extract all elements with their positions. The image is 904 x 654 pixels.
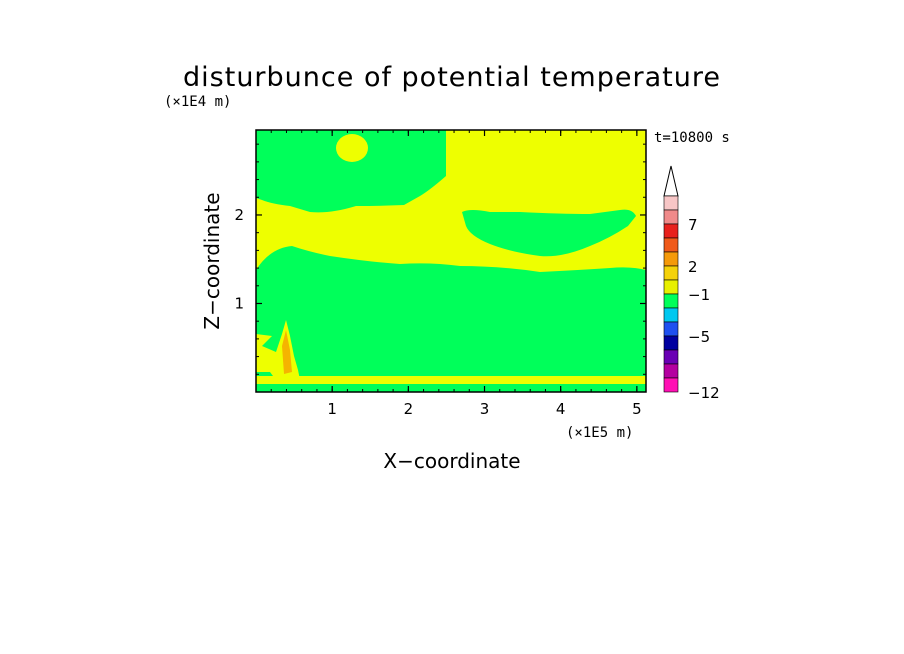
colorbar: 7 2 −1 −5 −12	[663, 165, 720, 402]
colorbar-swatch	[663, 293, 679, 309]
region-middle-negative	[256, 246, 646, 378]
y-tick-label: 2	[234, 206, 244, 224]
colorbar-extend-arrow	[663, 165, 679, 197]
colorbar-swatch	[663, 251, 679, 267]
contour-field	[256, 130, 646, 392]
region-lower-left-orange	[282, 330, 292, 374]
y-axis-ticks: 12	[234, 143, 646, 375]
colorbar-swatch	[663, 321, 679, 337]
bottom-positive-strip	[256, 376, 646, 384]
y-tick-label: 1	[234, 294, 244, 312]
time-label: t=10800 s	[654, 130, 730, 146]
x-tick-label: 3	[480, 400, 490, 418]
colorbar-swatch	[663, 279, 679, 295]
colorbar-swatch	[663, 377, 679, 393]
colorbar-swatch	[663, 349, 679, 365]
x-unit-label: (×1E5 m)	[566, 425, 633, 441]
chart-title: disturbunce of potential temperature	[183, 62, 721, 93]
colorbar-swatch	[663, 237, 679, 253]
colorbar-swatch	[663, 335, 679, 351]
x-tick-label: 1	[327, 400, 337, 418]
colorbar-swatch	[663, 265, 679, 281]
x-tick-label: 2	[404, 400, 414, 418]
colorbar-swatch	[663, 307, 679, 323]
bottom-negative-strip	[256, 384, 646, 392]
x-axis-ticks: 1 2 3 4 5	[270, 130, 642, 418]
colorbar-tick-label: −5	[688, 328, 710, 346]
colorbar-swatch	[663, 195, 679, 211]
plot-frame	[255, 129, 647, 393]
x-axis-label: X−coordinate	[383, 449, 520, 473]
region-upper-left-negative	[256, 130, 446, 213]
x-tick-label: 5	[632, 400, 642, 418]
colorbar-tick-label: 7	[688, 216, 698, 234]
colorbar-swatch	[663, 363, 679, 379]
region-upper-right-negative	[462, 209, 636, 257]
colorbar-tick-label: −1	[688, 286, 710, 304]
y-axis-label: Z−coordinate	[200, 192, 224, 329]
colorbar-tick-label: −12	[688, 384, 720, 402]
x-tick-label: 4	[556, 400, 566, 418]
colorbar-swatch	[663, 223, 679, 239]
colorbar-swatch	[663, 209, 679, 225]
region-small-positive	[336, 134, 368, 162]
y-unit-label: (×1E4 m)	[164, 94, 231, 110]
colorbar-tick-label: 2	[688, 258, 698, 276]
